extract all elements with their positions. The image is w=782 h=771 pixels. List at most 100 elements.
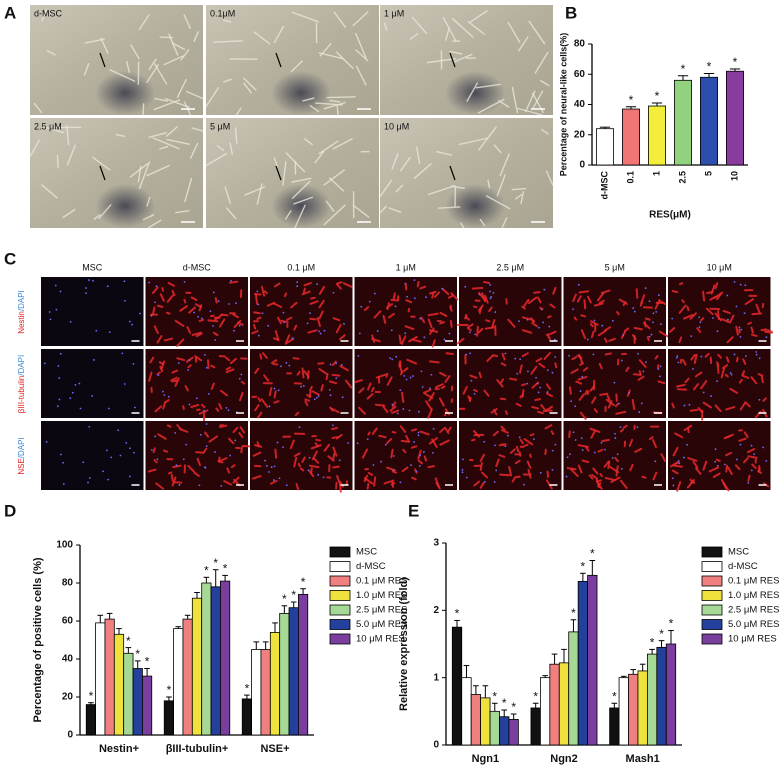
cell-process	[273, 25, 285, 44]
nucleus	[519, 358, 522, 361]
cell	[425, 400, 433, 411]
cell	[293, 324, 298, 331]
bar	[622, 108, 640, 166]
y-tick-label: 0	[433, 740, 439, 751]
cell	[389, 405, 397, 412]
cell	[579, 411, 587, 420]
error-bar	[620, 675, 627, 678]
legend-swatch	[701, 590, 723, 601]
nucleus	[702, 391, 705, 394]
nucleus	[714, 448, 717, 451]
cell	[498, 454, 506, 458]
cell	[742, 358, 747, 365]
cell	[598, 362, 603, 370]
cell	[530, 317, 536, 323]
cell-process	[273, 157, 279, 168]
cell	[658, 330, 669, 338]
arrow	[275, 52, 282, 68]
cell	[147, 468, 157, 473]
cell	[586, 390, 590, 396]
nucleus	[733, 280, 736, 283]
row-label: NSE/DAPI	[17, 437, 26, 474]
error-bar	[668, 630, 674, 644]
cell-process	[532, 90, 544, 110]
nucleus	[570, 400, 573, 403]
cell-process	[469, 10, 488, 23]
cell	[478, 371, 482, 379]
bar	[480, 697, 491, 746]
cell-process	[235, 107, 242, 116]
cell-process	[138, 161, 151, 190]
cell	[215, 407, 220, 412]
nucleus	[675, 356, 678, 359]
nucleus	[373, 292, 376, 295]
nucleus	[322, 476, 325, 479]
significance: *	[502, 696, 507, 710]
x-axis-title: RES(μM)	[649, 210, 691, 221]
nucleus	[417, 434, 420, 437]
cell	[725, 464, 729, 473]
cell	[521, 329, 533, 334]
y-tick-label: 20	[574, 129, 586, 140]
nucleus	[110, 456, 113, 459]
cell-process	[444, 27, 450, 41]
cell	[678, 304, 687, 314]
nucleus	[201, 317, 203, 320]
cell	[676, 481, 682, 492]
cell	[473, 430, 481, 438]
cell	[533, 291, 541, 294]
cell-process	[450, 185, 465, 190]
error-bar	[501, 709, 508, 717]
image-label: 5 μM	[210, 121, 230, 131]
bar	[173, 628, 184, 736]
significance: *	[126, 634, 131, 648]
cell-process	[426, 57, 457, 64]
bar	[132, 668, 143, 736]
column-label: d-MSC	[183, 262, 212, 272]
cell	[308, 390, 312, 399]
nucleus	[551, 449, 554, 452]
nucleus	[419, 317, 422, 320]
panel-label: D	[4, 501, 16, 520]
cell	[643, 320, 647, 328]
cell	[363, 306, 370, 312]
column-label: 10 μM	[707, 262, 732, 272]
nucleus	[307, 469, 310, 472]
cell	[481, 471, 489, 479]
nucleus	[193, 311, 196, 314]
nucleus	[107, 478, 110, 481]
nucleus	[106, 285, 109, 288]
nucleus	[417, 431, 420, 434]
nucleus	[652, 321, 654, 324]
error-bar	[244, 694, 250, 699]
cell	[427, 312, 439, 317]
legend-label: MSC	[728, 547, 749, 558]
cell-process	[501, 217, 508, 229]
cell	[400, 335, 407, 345]
bar	[288, 607, 299, 736]
nucleus	[644, 287, 647, 290]
cell	[308, 464, 320, 469]
cell	[500, 378, 504, 384]
nucleus	[59, 352, 62, 355]
nucleus	[420, 370, 423, 373]
nucleus	[739, 283, 742, 286]
cell-process	[62, 208, 76, 219]
cell	[495, 458, 500, 468]
error-bar	[88, 702, 94, 705]
x-tick-label: 1	[651, 171, 661, 176]
cell-process	[175, 210, 190, 214]
cell	[471, 286, 484, 290]
cell-process	[449, 50, 463, 55]
cell	[604, 337, 608, 343]
nucleus	[755, 351, 758, 353]
cell-process	[66, 124, 70, 146]
cell	[471, 438, 476, 442]
cell	[325, 372, 329, 381]
cell	[615, 410, 627, 415]
bar	[618, 677, 629, 746]
cell	[644, 317, 651, 321]
x-tick-label: Nestin+	[99, 743, 139, 755]
nucleus	[619, 426, 622, 429]
cell	[490, 319, 496, 329]
